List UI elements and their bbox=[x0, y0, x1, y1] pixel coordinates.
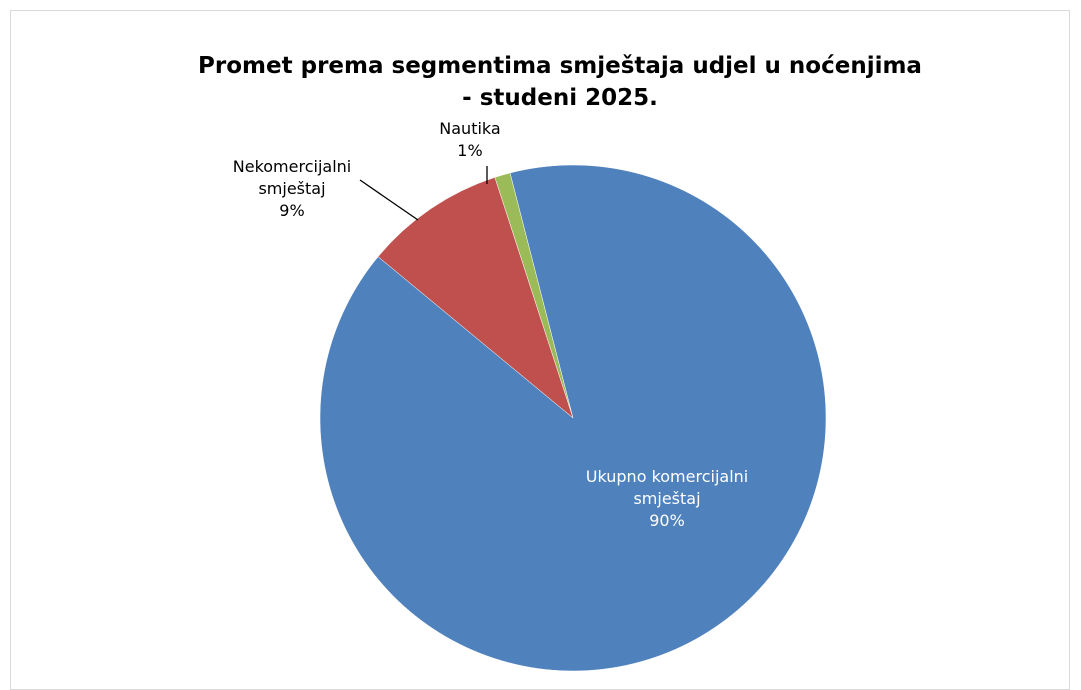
data-label-name: Ukupno komercijalni smještaj bbox=[585, 467, 749, 508]
data-label-value: 1% bbox=[457, 141, 483, 160]
data-label-name: Nekomercijalni smještaj bbox=[232, 157, 352, 198]
data-label-value: 90% bbox=[649, 511, 685, 530]
pie-slice bbox=[377, 177, 574, 419]
data-label: Nekomercijalni smještaj 9% bbox=[217, 156, 367, 222]
data-label-name: Nautika bbox=[439, 119, 501, 138]
pie-slice bbox=[319, 164, 827, 672]
data-label: Ukupno komercijalni smještaj 90% bbox=[567, 466, 767, 532]
data-label-value: 9% bbox=[279, 201, 305, 220]
leader-line bbox=[359, 179, 419, 221]
chart-title: Promet prema segmentima smještaja udjel … bbox=[198, 53, 922, 111]
data-label: Nautika 1% bbox=[420, 118, 520, 162]
